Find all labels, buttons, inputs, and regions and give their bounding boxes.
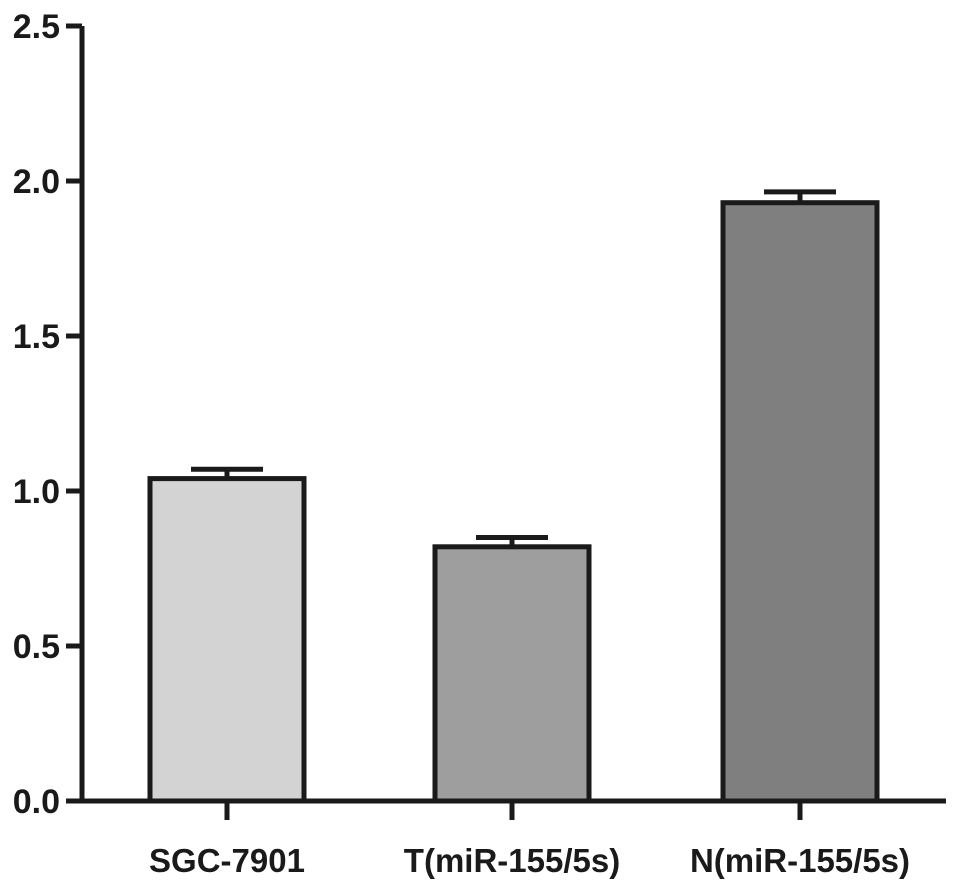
y-tick-label: 2.5 xyxy=(13,8,60,46)
y-tick-label: 1.5 xyxy=(13,318,60,356)
bars xyxy=(147,200,880,804)
y-tick-label: 0.0 xyxy=(13,783,60,821)
y-tick-label: 2.0 xyxy=(13,163,60,201)
y-axis: 0.0 0.5 1.0 1.5 2.0 2.5 xyxy=(13,8,85,821)
x-tick-label: T(miR-155/5s) xyxy=(404,842,620,879)
x-axis: SGC-7901 T(miR-155/5s) N(miR-155/5s) xyxy=(80,798,946,879)
bar xyxy=(147,476,307,804)
x-tick-label: SGC-7901 xyxy=(149,842,305,879)
bar xyxy=(432,544,592,804)
x-tick-label: N(miR-155/5s) xyxy=(690,842,910,879)
bar xyxy=(720,200,880,804)
error-bars xyxy=(191,189,836,547)
y-tick-label: 0.5 xyxy=(13,628,60,666)
y-tick-label: 1.0 xyxy=(13,473,60,511)
